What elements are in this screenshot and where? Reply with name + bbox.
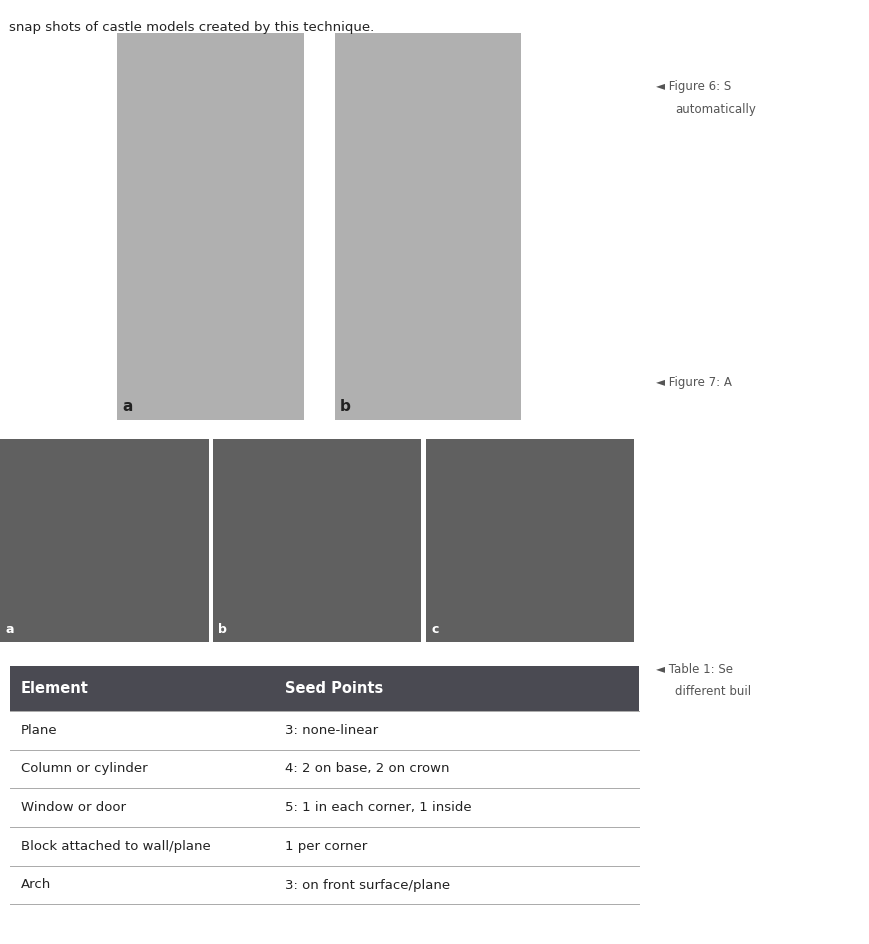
Text: b: b <box>340 399 351 414</box>
Bar <box>335 33 521 420</box>
Text: Seed Points: Seed Points <box>285 681 383 696</box>
Text: snap shots of castle models created by this technique.: snap shots of castle models created by t… <box>9 21 374 34</box>
Text: c: c <box>431 623 438 636</box>
Text: Window or door: Window or door <box>21 801 126 814</box>
Text: 3: none-linear: 3: none-linear <box>285 724 378 736</box>
Bar <box>10 750 639 788</box>
Text: 5: 1 in each corner, 1 inside: 5: 1 in each corner, 1 inside <box>285 801 471 814</box>
Bar <box>10 827 639 866</box>
Text: ◄ Table 1: Se: ◄ Table 1: Se <box>656 663 733 676</box>
Text: b: b <box>218 623 227 636</box>
Text: automatically: automatically <box>675 103 756 116</box>
Text: different buil: different buil <box>675 685 752 699</box>
Bar <box>0 439 209 642</box>
Text: 3: on front surface/plane: 3: on front surface/plane <box>285 879 450 891</box>
Text: Column or cylinder: Column or cylinder <box>21 763 148 775</box>
Bar <box>10 788 639 827</box>
Bar <box>117 33 304 420</box>
Text: 4: 2 on base, 2 on crown: 4: 2 on base, 2 on crown <box>285 763 449 775</box>
Text: ◄ Figure 6: S: ◄ Figure 6: S <box>656 80 732 93</box>
Text: a: a <box>5 623 14 636</box>
Text: a: a <box>123 399 133 414</box>
Text: Plane: Plane <box>21 724 57 736</box>
Bar <box>10 866 639 904</box>
Text: 1 per corner: 1 per corner <box>285 840 367 852</box>
Bar <box>10 711 639 750</box>
Text: Arch: Arch <box>21 879 51 891</box>
Bar <box>213 439 421 642</box>
Text: Block attached to wall/plane: Block attached to wall/plane <box>21 840 210 852</box>
Text: ◄ Figure 7: A: ◄ Figure 7: A <box>656 376 732 389</box>
Bar <box>426 439 634 642</box>
Bar <box>10 666 639 711</box>
Text: Element: Element <box>21 681 89 696</box>
